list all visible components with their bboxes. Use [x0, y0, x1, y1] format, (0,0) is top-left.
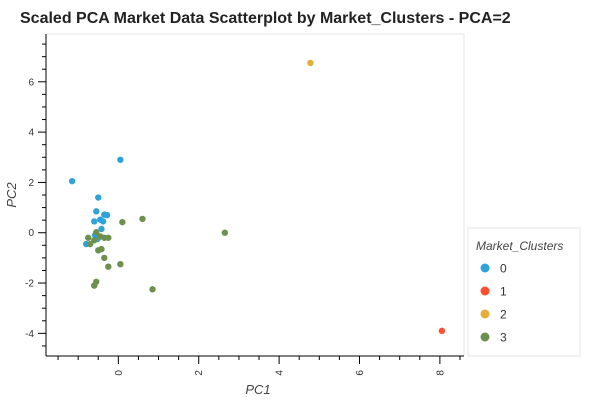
data-point-cluster-0 [98, 225, 105, 233]
x-tick-label: 4 [275, 370, 286, 376]
data-point-cluster-0 [99, 218, 107, 225]
data-point-cluster-3 [91, 237, 98, 244]
y-tick-label: -4 [25, 329, 34, 340]
y-tick-label: 4 [28, 128, 34, 139]
legend-label-cluster-1: 1 [500, 285, 507, 299]
y-tick-label: -2 [25, 279, 34, 290]
data-point-cluster-3 [91, 282, 98, 289]
y-tick-label: 2 [28, 178, 34, 189]
data-point-cluster-3 [149, 286, 156, 293]
legend-marker-cluster-0 [480, 263, 490, 273]
x-tick-label: 0 [114, 370, 125, 376]
x-tick-label: 8 [435, 370, 446, 376]
data-points [68, 59, 446, 335]
data-point-cluster-3 [117, 260, 124, 268]
legend-title: Market_Clusters [476, 239, 563, 253]
data-point-cluster-3 [93, 229, 100, 236]
data-point-cluster-2 [307, 59, 314, 67]
data-point-cluster-0 [68, 177, 76, 185]
data-point-cluster-1 [438, 327, 446, 335]
y-axis-label: PC2 [4, 182, 19, 208]
data-point-cluster-3 [119, 218, 126, 226]
data-point-cluster-3 [105, 263, 112, 270]
data-point-cluster-3 [87, 240, 94, 248]
data-point-cluster-3 [85, 234, 92, 241]
x-axis-label: PC1 [245, 382, 270, 397]
legend-marker-cluster-2 [480, 309, 490, 319]
data-point-cluster-0 [93, 208, 100, 215]
y-tick-label: 6 [28, 77, 34, 88]
x-tick-label: 2 [194, 370, 205, 376]
x-tick-label: 6 [355, 370, 366, 376]
data-point-cluster-3 [101, 254, 108, 262]
data-point-cluster-3 [221, 229, 229, 236]
legend: Market_Clusters 0 1 2 3 [467, 227, 581, 357]
legend-marker-cluster-1 [480, 286, 490, 296]
data-point-cluster-0 [91, 218, 98, 225]
chart-title: Scaled PCA Market Data Scatterplot by Ma… [20, 10, 511, 27]
y-tick-label: 0 [28, 228, 34, 239]
plot-area [45, 33, 465, 357]
data-point-cluster-0 [117, 156, 124, 163]
legend-label-cluster-0: 0 [500, 262, 507, 276]
data-point-cluster-0 [95, 194, 102, 201]
data-point-cluster-0 [103, 211, 111, 219]
y-axis-ticks: -4 -2 0 2 4 6 [25, 43, 46, 347]
legend-label-cluster-2: 2 [500, 308, 507, 322]
data-point-cluster-3 [105, 234, 112, 241]
x-axis-ticks: 0 2 4 6 8 [57, 356, 461, 376]
legend-marker-cluster-3 [480, 332, 490, 342]
data-point-cluster-3 [139, 215, 146, 223]
legend-label-cluster-3: 3 [500, 331, 507, 345]
data-point-cluster-3 [98, 245, 105, 253]
